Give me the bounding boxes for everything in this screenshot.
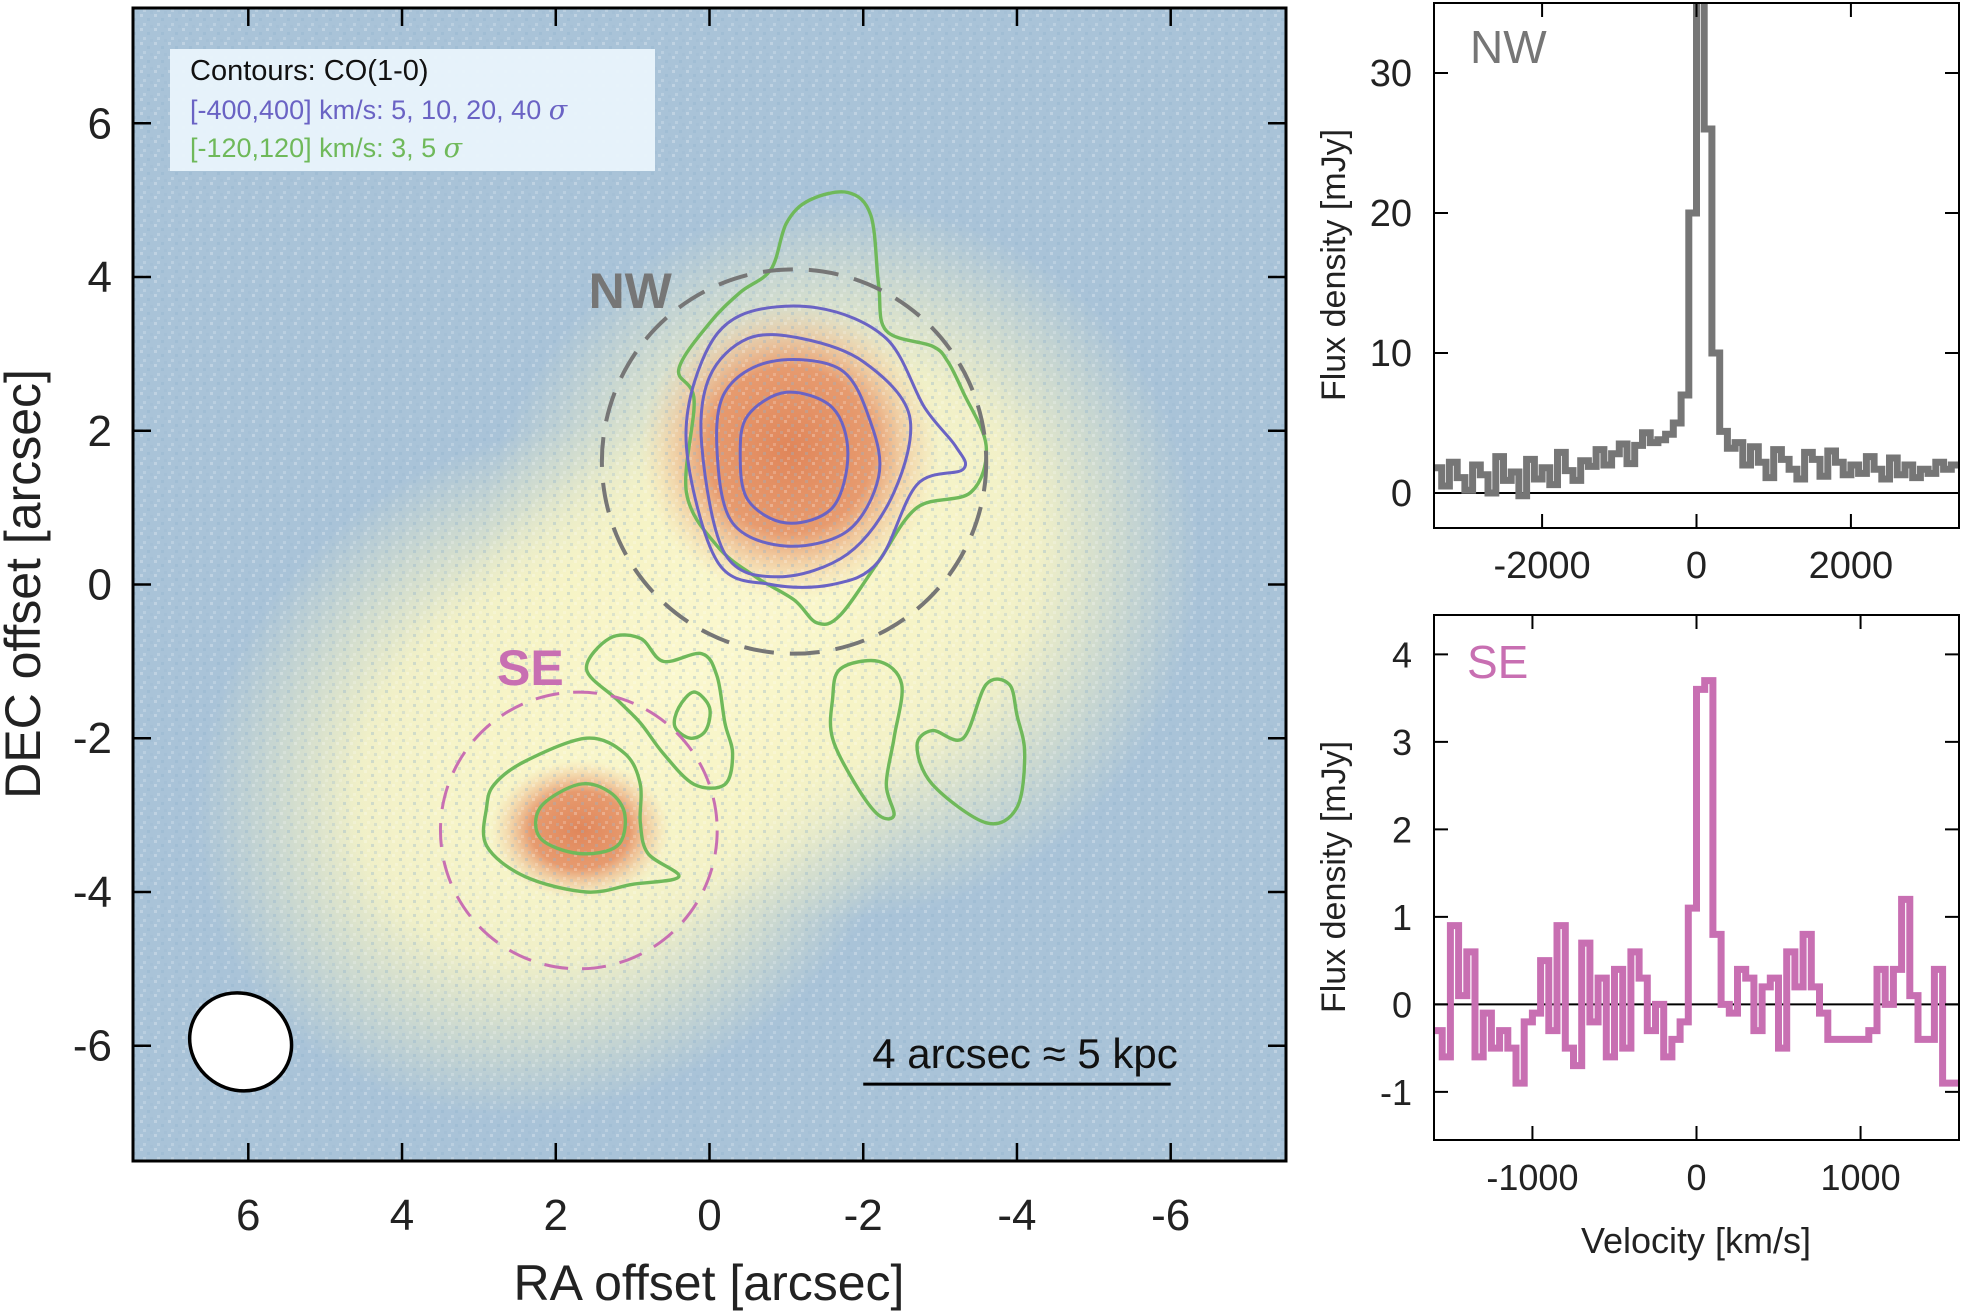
legend-broad: [-400,400] km/s: 5, 10, 20, 40 σ: [190, 95, 569, 126]
spectrum-line-se: [1434, 677, 1959, 1087]
x-tick-label: 0: [1686, 1157, 1706, 1198]
y-tick-label: 0: [1391, 473, 1412, 515]
se-plot-inner: [1434, 677, 1959, 1087]
map-regions: NW SE: [438, 263, 989, 971]
region-circle-nw: [599, 267, 989, 656]
map-y-tick-label: 6: [88, 99, 112, 148]
region-label-se: SE: [497, 640, 564, 696]
contour-narrow-4: [828, 658, 904, 821]
map-scalebar: 4 arcsec ≈ 5 kpc: [863, 1030, 1178, 1086]
y-tick-label: 4: [1392, 634, 1412, 675]
map-y-tick-label: 4: [88, 253, 112, 302]
map-y-tick-label: 0: [88, 561, 112, 610]
x-tick-label: 1000: [1821, 1157, 1901, 1198]
map-ticks: 6 4 2 0 -2 -4 -6 6 4 2 0 -2 -4 -6: [73, 8, 1286, 1240]
map-contours: [481, 190, 1027, 894]
scale-bar-label: 4 arcsec ≈ 5 kpc: [872, 1030, 1178, 1077]
contour-narrow-5: [915, 677, 1027, 826]
map-y-tick-label: -2: [73, 714, 112, 763]
map-x-tick-label: -6: [1151, 1191, 1190, 1240]
x-tick-label: 0: [1686, 545, 1707, 587]
contour-broad-3: [699, 333, 913, 579]
y-tick-label: 0: [1392, 984, 1412, 1025]
map-y-tick-label: 2: [88, 407, 112, 456]
nw-y-axis-label: Flux density [mJy]: [1315, 129, 1353, 401]
map-x-axis-label: RA offset [arcsec]: [514, 1255, 905, 1311]
contour-narrow-7: [533, 782, 628, 856]
map-x-tick-label: 6: [236, 1191, 260, 1240]
se-x-axis-label: Velocity [km/s]: [1581, 1220, 1811, 1261]
x-tick-label: -1000: [1486, 1157, 1578, 1198]
map-legend: Contours: CO(1-0) [-400,400] km/s: 5, 10,…: [170, 49, 655, 171]
contour-narrow-3: [672, 690, 712, 740]
y-tick-label: 3: [1392, 722, 1412, 763]
map-panel: NW SE 4 arcsec ≈ 5 kpc Contours: CO(1-0) […: [0, 6, 1288, 1311]
se-y-axis-label: Flux density [mJy]: [1315, 741, 1353, 1013]
y-tick-label: 1: [1392, 897, 1412, 938]
nw-plot-inner: [1434, 3, 1959, 500]
legend-broad-sigma: σ: [549, 95, 569, 126]
map-x-tick-label: 4: [390, 1191, 414, 1240]
x-tick-label: -2000: [1493, 545, 1590, 587]
map-y-tick-label: -4: [73, 868, 112, 917]
spectrum-line-nw: [1434, 3, 1959, 500]
beam-ellipse: [187, 991, 294, 1093]
map-y-tick-label: -6: [73, 1022, 112, 1071]
map-x-tick-label: 0: [697, 1191, 721, 1240]
legend-narrow: [-120,120] km/s: 3, 5 σ: [190, 133, 464, 164]
map-x-tick-label: 2: [544, 1191, 568, 1240]
y-tick-label: -1: [1380, 1072, 1412, 1113]
y-tick-label: 10: [1370, 333, 1412, 375]
map-x-tick-label: -4: [997, 1191, 1036, 1240]
region-circle-se: [438, 690, 719, 971]
se-ticks: -1000 0 1000 -1 0 1 2 3 4: [1380, 615, 1959, 1198]
contour-broad-4: [684, 304, 968, 589]
contour-broad-2: [715, 358, 882, 548]
contour-narrow-2: [584, 633, 735, 790]
x-tick-label: 2000: [1809, 545, 1894, 587]
legend-narrow-sigma: σ: [444, 133, 464, 164]
nw-ticks: -2000 0 2000 0 10 20 30: [1370, 3, 1959, 587]
y-tick-label: 20: [1370, 193, 1412, 235]
nw-spectrum-panel: -2000 0 2000 0 10 20 30 NW Flux density [mJy]: [1315, 2, 1960, 587]
contour-broad-1: [738, 390, 850, 525]
se-plot: [1434, 677, 1959, 1087]
map-y-axis-label: DEC offset [arcsec]: [0, 369, 51, 799]
y-tick-label: 2: [1392, 809, 1412, 850]
nw-plot: [1434, 3, 1959, 500]
contour-narrow-6: [481, 736, 681, 894]
map-x-tick-label: -2: [844, 1191, 883, 1240]
y-tick-label: 30: [1370, 53, 1412, 95]
nw-spectrum-label: NW: [1470, 21, 1547, 73]
legend-title: Contours: CO(1-0): [190, 55, 429, 87]
region-label-nw: NW: [589, 263, 673, 319]
se-spectrum-label: SE: [1467, 636, 1528, 688]
map-noise: [133, 8, 1286, 1161]
map-beam: [187, 991, 294, 1093]
legend-box: [170, 49, 655, 171]
